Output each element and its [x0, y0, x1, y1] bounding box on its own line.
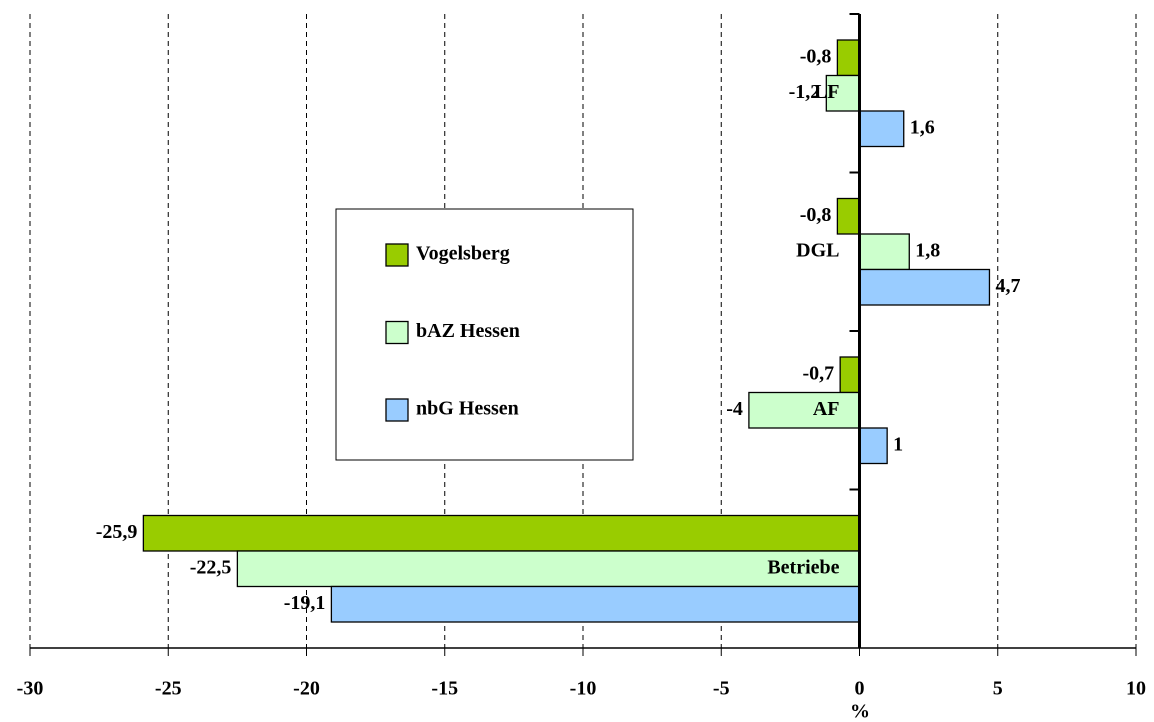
bar — [825, 74, 861, 112]
legend-label: nbG Hessen — [416, 398, 519, 420]
bar — [836, 197, 861, 235]
value-label: 1,8 — [915, 239, 940, 261]
x-tick-label: 0 — [855, 678, 865, 700]
bar — [858, 110, 905, 148]
x-tick-label: 5 — [993, 678, 1003, 700]
bar — [748, 391, 861, 429]
value-label: 1 — [893, 433, 903, 455]
bar — [142, 514, 861, 552]
x-tick-label: -20 — [293, 678, 320, 700]
value-label: 1,6 — [910, 116, 935, 138]
category-label: LF — [814, 81, 840, 103]
value-label: -4 — [726, 398, 743, 420]
value-label: -19,1 — [284, 592, 326, 614]
x-axis-label: % — [850, 701, 870, 722]
bar — [836, 39, 861, 77]
value-label: -22,5 — [190, 556, 232, 578]
x-tick-label: -25 — [155, 678, 182, 700]
bar — [330, 585, 861, 623]
legend-label: bAZ Hessen — [416, 320, 520, 342]
value-label: -1,2 — [789, 81, 821, 103]
bar — [858, 427, 888, 465]
value-label: 4,7 — [995, 275, 1020, 297]
bar — [839, 356, 861, 394]
value-label: -25,9 — [96, 521, 138, 543]
x-tick-label: -10 — [570, 678, 597, 700]
x-tick-label: -5 — [713, 678, 730, 700]
x-tick-label: 10 — [1126, 678, 1146, 700]
value-label: -0,8 — [800, 45, 832, 67]
x-tick-label: -30 — [17, 678, 44, 700]
category-label: Betriebe — [767, 556, 839, 578]
bar — [236, 550, 861, 588]
category-label: AF — [813, 398, 840, 420]
bar — [858, 233, 910, 271]
category-label: DGL — [796, 239, 839, 261]
value-label: -0,8 — [800, 204, 832, 226]
x-tick-label: -15 — [431, 678, 458, 700]
legend-swatch — [385, 320, 409, 345]
legend-swatch — [385, 398, 409, 422]
legend-label: Vogelsberg — [416, 243, 510, 265]
bar — [858, 268, 991, 306]
legend-swatch — [385, 243, 409, 267]
value-label: -0,7 — [802, 362, 834, 384]
